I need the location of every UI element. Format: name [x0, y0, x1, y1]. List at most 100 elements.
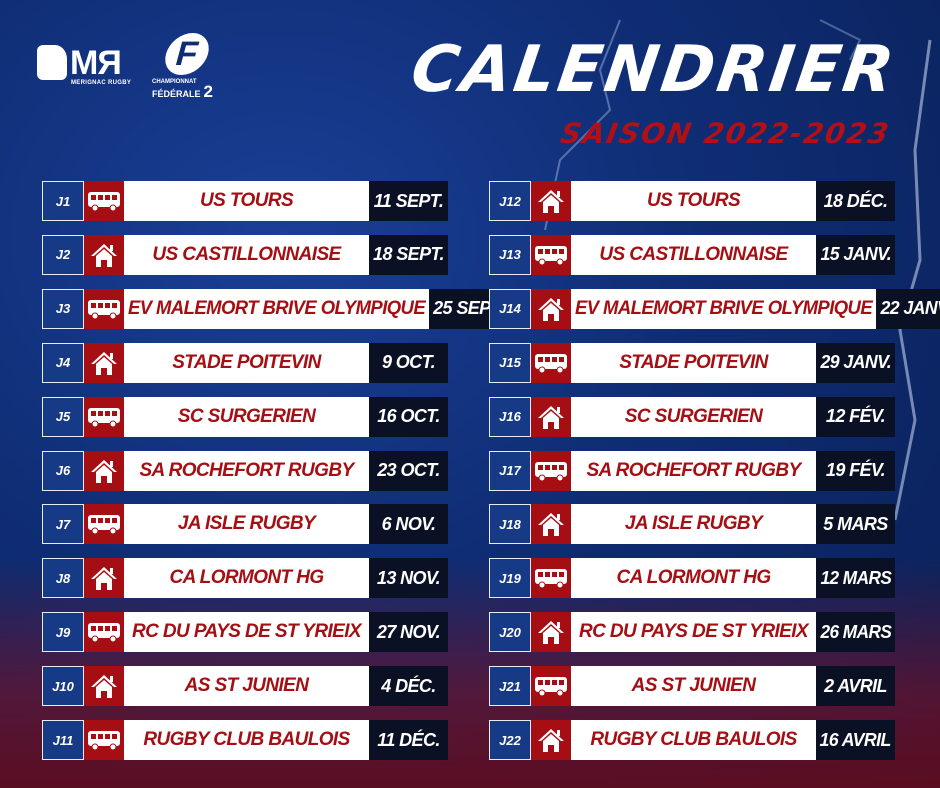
bus-icon — [84, 396, 124, 437]
home-icon — [84, 234, 124, 275]
match-date: 4 DÉC. — [381, 675, 436, 696]
date-cell: 15 JANV. — [816, 234, 895, 275]
opponent-name: CA LORMONT HG — [616, 567, 771, 589]
date-cell: 22 JANV. — [876, 288, 940, 329]
opponent-cell: US CASTILLONNAISE — [124, 234, 369, 275]
page-title: CALENDRIER — [407, 33, 902, 107]
bus-icon — [84, 181, 124, 221]
match-row: J10 AS ST JUNIEN 4 DÉC. — [42, 666, 448, 707]
date-cell: 18 SEPT. — [369, 234, 448, 275]
home-icon — [531, 396, 571, 437]
opponent-cell: STADE POITEVIN — [571, 342, 816, 383]
matchday-label: J1 — [42, 181, 84, 221]
home-icon — [531, 612, 571, 653]
matchday-label: J5 — [42, 396, 84, 437]
opponent-cell: RUGBY CLUB BAULOIS — [571, 720, 816, 760]
home-icon — [531, 181, 571, 221]
date-cell: 12 FÉV. — [816, 396, 895, 437]
match-row: J3 EV MALEMORT BRIVE OLYMPIQUE 25 SEPT. — [42, 288, 509, 329]
date-cell: 26 MARS — [816, 612, 895, 653]
match-date: 23 OCT. — [377, 460, 440, 480]
match-date: 18 DÉC. — [823, 190, 888, 211]
bus-icon — [84, 720, 124, 760]
date-cell: 2 AVRIL — [816, 666, 895, 707]
opponent-name: EV MALEMORT BRIVE OLYMPIQUE — [574, 297, 873, 319]
opponent-cell: SA ROCHEFORT RUGBY — [571, 450, 816, 491]
date-cell: 29 JANV. — [816, 342, 895, 383]
opponent-cell: SA ROCHEFORT RUGBY — [124, 450, 369, 491]
match-date: 29 JANV. — [820, 352, 891, 373]
match-row: J7 JA ISLE RUGBY 6 NOV. — [42, 504, 448, 545]
opponent-cell: RC DU PAYS DE ST YRIEIX — [124, 612, 369, 653]
opponent-cell: STADE POITEVIN — [124, 342, 369, 383]
match-row: J19 CA LORMONT HG 12 MARS — [489, 558, 895, 599]
opponent-name: STADE POITEVIN — [172, 351, 321, 373]
home-icon — [84, 666, 124, 707]
federale-2-logo: F CHAMPIONNAT FÉDÉRALE 2 — [152, 33, 214, 100]
date-cell: 5 MARS — [816, 504, 895, 545]
match-row: J22 RUGBY CLUB BAULOIS 16 AVRIL — [489, 720, 895, 760]
matchday-label: J19 — [489, 558, 531, 599]
match-row: J21 AS ST JUNIEN 2 AVRIL — [489, 666, 895, 707]
opponent-cell: JA ISLE RUGBY — [571, 504, 816, 545]
matchday-label: J17 — [489, 450, 531, 491]
matchday-label: J8 — [42, 558, 84, 599]
matchday-label: J16 — [489, 396, 531, 437]
date-cell: 23 OCT. — [369, 450, 448, 491]
match-date: 5 MARS — [823, 513, 888, 534]
opponent-cell: AS ST JUNIEN — [571, 666, 816, 707]
league-line2: FÉDÉRALE — [152, 89, 201, 99]
match-date: 11 SEPT. — [373, 190, 444, 211]
opponent-cell: US CASTILLONNAISE — [571, 234, 816, 275]
opponent-name: SC SURGERIEN — [177, 405, 316, 427]
match-row: J20 RC DU PAYS DE ST YRIEIX 26 MARS — [489, 612, 895, 653]
date-cell: 16 AVRIL — [816, 720, 895, 760]
opponent-name: STADE POITEVIN — [619, 351, 768, 373]
opponent-name: US TOURS — [646, 190, 741, 211]
match-row: J9 RC DU PAYS DE ST YRIEIX 27 NOV. — [42, 612, 448, 653]
matchday-label: J22 — [489, 720, 531, 760]
match-row: J14 EV MALEMORT BRIVE OLYMPIQUE 22 JANV. — [489, 288, 940, 329]
opponent-cell: CA LORMONT HG — [124, 558, 369, 599]
opponent-name: RC DU PAYS DE ST YRIEIX — [578, 621, 809, 643]
matchday-label: J4 — [42, 342, 84, 383]
opponent-cell: US TOURS — [571, 181, 816, 221]
opponent-cell: EV MALEMORT BRIVE OLYMPIQUE — [571, 288, 877, 329]
matchday-label: J7 — [42, 504, 84, 545]
opponent-name: CA LORMONT HG — [169, 567, 324, 589]
opponent-name: EV MALEMORT BRIVE OLYMPIQUE — [127, 297, 426, 319]
matchday-label: J2 — [42, 234, 84, 275]
date-cell: 11 SEPT. — [369, 181, 448, 221]
opponent-cell: RC DU PAYS DE ST YRIEIX — [571, 612, 816, 653]
opponent-name: AS ST JUNIEN — [631, 675, 756, 697]
matchday-label: J12 — [489, 181, 531, 221]
match-row: J1 US TOURS 11 SEPT. — [42, 181, 448, 221]
matchday-label: J20 — [489, 612, 531, 653]
match-date: 12 MARS — [820, 567, 891, 588]
match-row: J8 CA LORMONT HG 13 NOV. — [42, 558, 448, 599]
date-cell: 9 OCT. — [369, 342, 448, 383]
match-row: J15 STADE POITEVIN 29 JANV. — [489, 342, 895, 383]
bus-icon — [84, 612, 124, 653]
match-date: 2 AVRIL — [824, 675, 887, 696]
matchday-label: J9 — [42, 612, 84, 653]
matchday-label: J15 — [489, 342, 531, 383]
opponent-name: US CASTILLONNAISE — [599, 243, 788, 265]
rugby-ball-icon — [37, 45, 67, 80]
opponent-name: US TOURS — [199, 190, 294, 211]
match-date: 11 DÉC. — [377, 729, 440, 750]
date-cell: 11 DÉC. — [369, 720, 448, 760]
match-date: 19 FÉV. — [825, 460, 886, 480]
opponent-name: JA ISLE RUGBY — [624, 513, 763, 535]
home-icon — [531, 504, 571, 545]
matchday-label: J10 — [42, 666, 84, 707]
merignac-rugby-logo: MЯ MERIGNAC RUGBY — [37, 45, 131, 86]
opponent-name: RUGBY CLUB BAULOIS — [143, 729, 350, 750]
match-row: J18 JA ISLE RUGBY 5 MARS — [489, 504, 895, 545]
opponent-cell: RUGBY CLUB BAULOIS — [124, 720, 369, 760]
opponent-cell: EV MALEMORT BRIVE OLYMPIQUE — [124, 288, 430, 329]
match-date: 9 OCT. — [381, 352, 436, 373]
match-date: 16 AVRIL — [819, 729, 892, 750]
date-cell: 6 NOV. — [369, 504, 448, 545]
match-row: J11 RUGBY CLUB BAULOIS 11 DÉC. — [42, 720, 448, 760]
